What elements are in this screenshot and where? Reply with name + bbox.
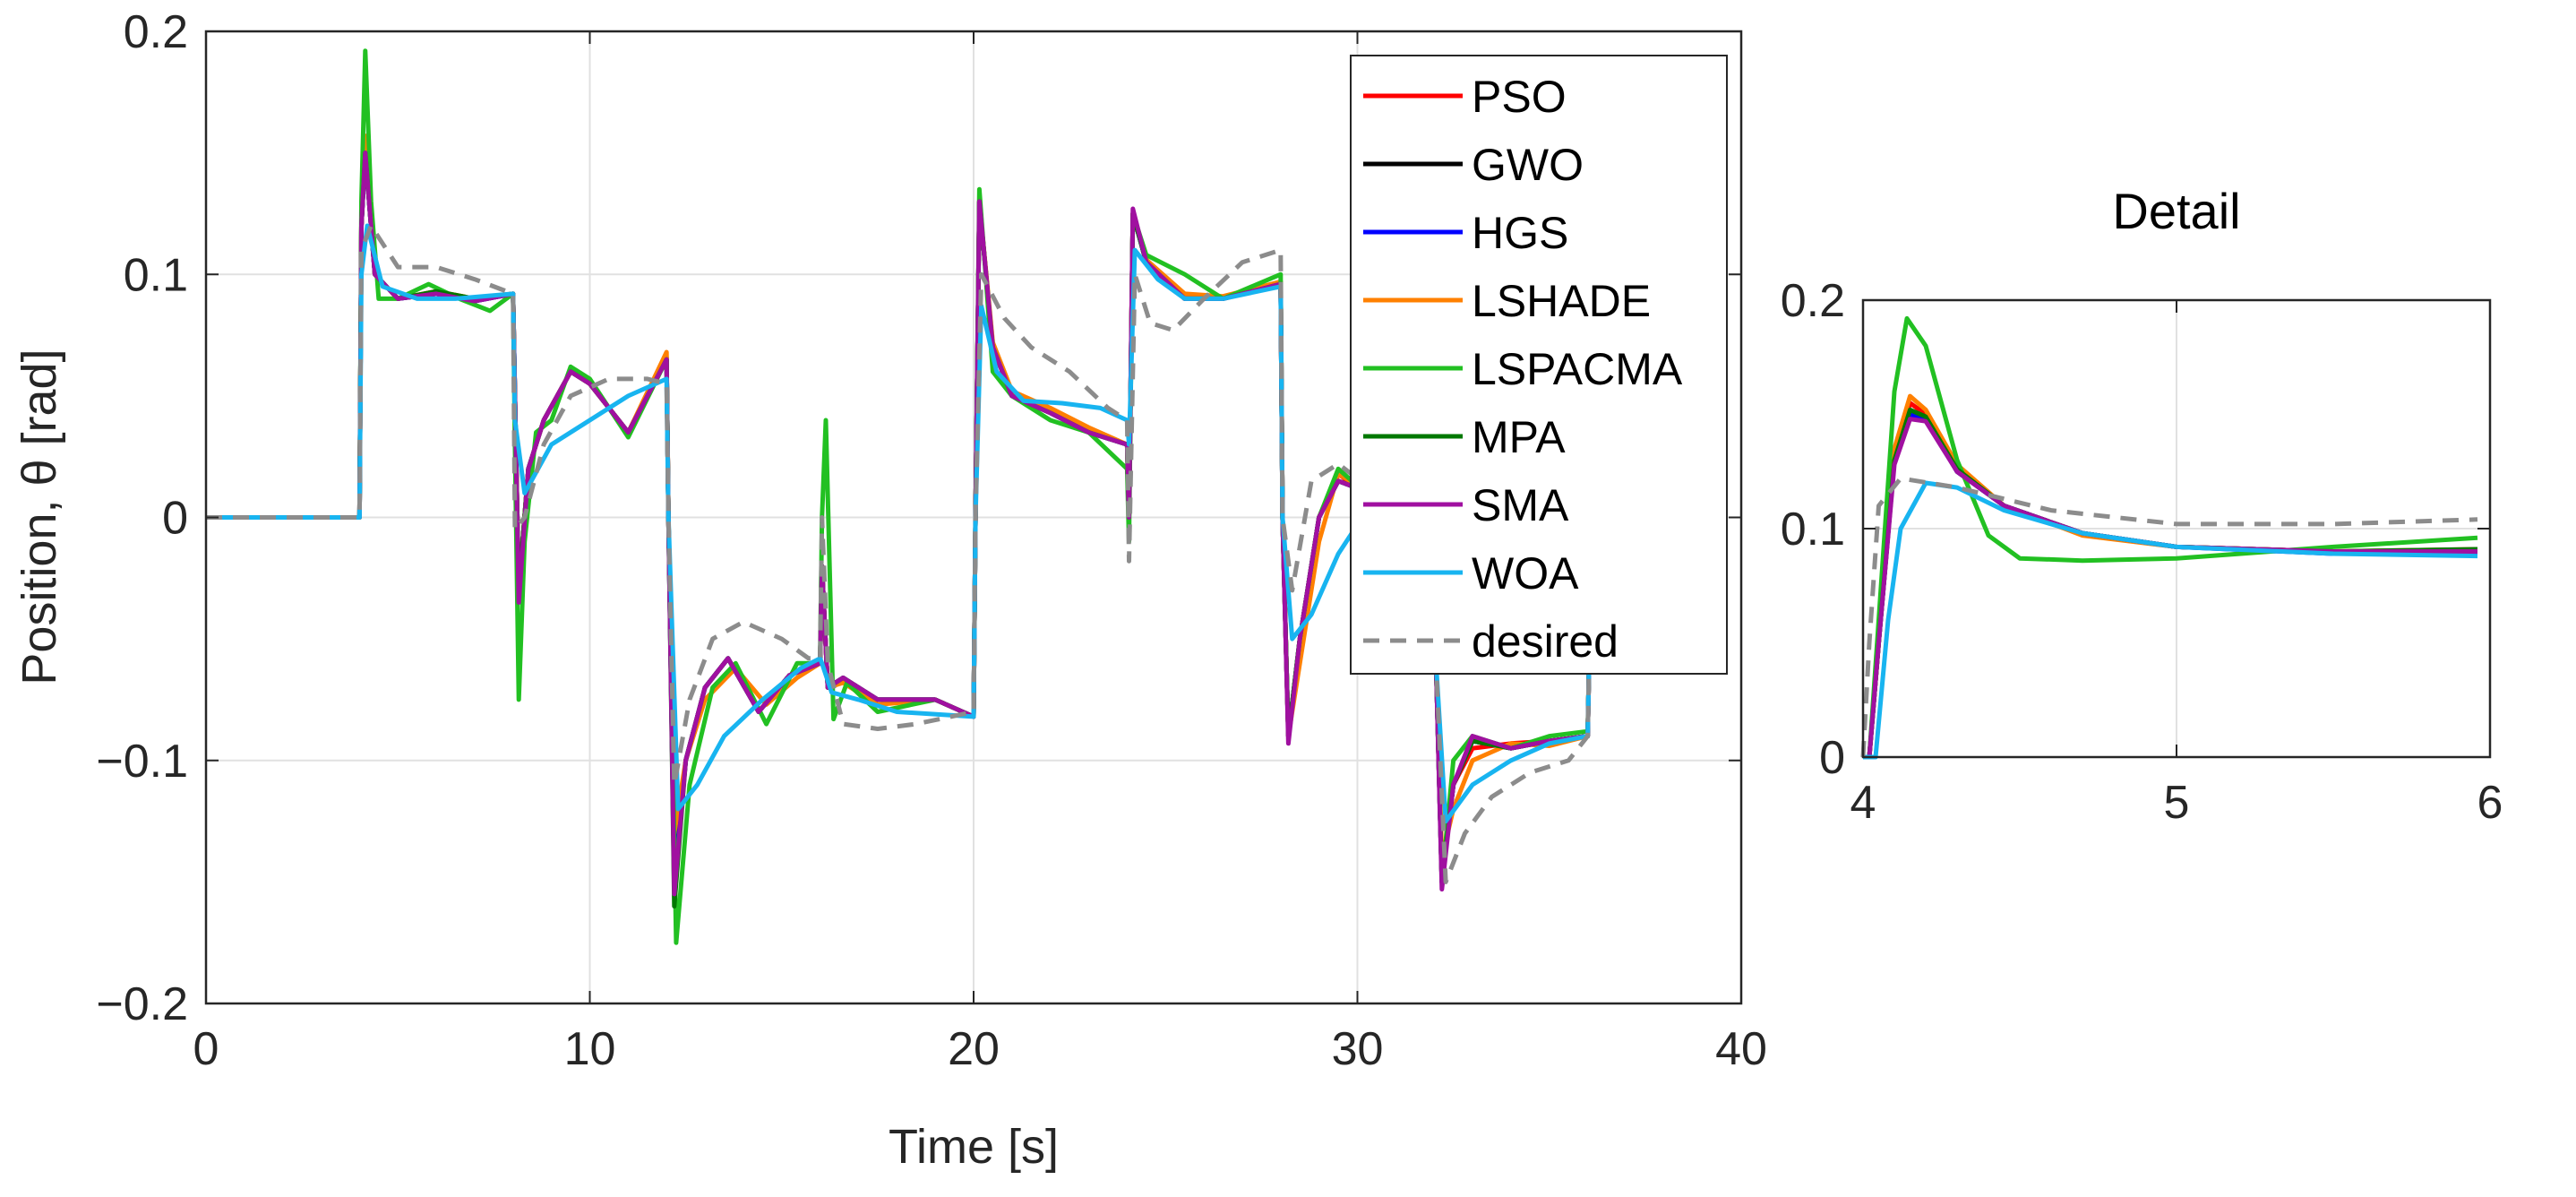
detail-series-woa [1863, 480, 2478, 760]
detail-series [1860, 315, 2478, 760]
main-x-tick-label: 40 [1715, 1023, 1767, 1075]
legend-label-lspacma: LSPACMA [1472, 344, 1683, 394]
main-x-tick-label: 0 [193, 1023, 219, 1075]
main-plot: 0 10 20 30 40 −0.2 −0.1 0 0.1 0.2 Time [s] Positi… [13, 6, 1767, 1174]
main-x-tick-label: 30 [1332, 1023, 1384, 1075]
legend-label-desired: desired [1472, 616, 1619, 667]
main-y-tick-label: 0.1 [124, 249, 188, 301]
main-y-tick-label: 0.2 [124, 6, 188, 58]
detail-x-tick-label: 6 [2477, 777, 2503, 829]
main-y-tick-label: −0.2 [96, 978, 188, 1030]
detail-grid [1863, 300, 2490, 757]
detail-y-tick-label: 0.2 [1781, 275, 1845, 327]
detail-y-tick-label: 0 [1819, 732, 1845, 784]
detail-plot: Detail 4 5 6 0 0.1 0.2 [1781, 183, 2503, 829]
main-y-axis-label: Position, θ [rad] [13, 349, 66, 685]
main-y-tick-label: −0.1 [96, 736, 188, 788]
legend-entry-sma: SMA [1363, 480, 1569, 530]
detail-ticks: 4 5 6 0 0.1 0.2 [1781, 275, 2503, 829]
legend-entry-woa: WOA [1363, 548, 1579, 598]
legend-entry-lspacma: LSPACMA [1363, 344, 1683, 394]
detail-x-tick-label: 5 [2164, 777, 2190, 829]
main-x-tick-label: 20 [948, 1023, 1000, 1075]
legend-label-mpa: MPA [1472, 412, 1566, 462]
legend: PSO GWO HGS LSHADE LSPACMA MPA SMA WOA desired [1350, 55, 1728, 675]
detail-y-tick-label: 0.1 [1781, 504, 1845, 555]
legend-label-lshade: LSHADE [1472, 276, 1651, 326]
legend-label-pso: PSO [1472, 72, 1567, 122]
legend-entry-desired: desired [1363, 616, 1619, 667]
legend-entry-lshade: LSHADE [1363, 276, 1651, 326]
detail-title: Detail [2112, 183, 2240, 239]
legend-label-gwo: GWO [1472, 140, 1584, 190]
main-x-axis-label: Time [s] [889, 1120, 1059, 1174]
legend-label-hgs: HGS [1472, 208, 1568, 258]
legend-entry-pso: PSO [1363, 72, 1567, 122]
legend-entry-mpa: MPA [1363, 412, 1566, 462]
legend-entry-hgs: HGS [1363, 208, 1568, 258]
legend-entry-gwo: GWO [1363, 140, 1584, 190]
legend-label-woa: WOA [1472, 548, 1579, 598]
main-y-tick-label: 0 [162, 493, 188, 545]
legend-label-sma: SMA [1472, 480, 1569, 530]
main-x-tick-label: 10 [564, 1023, 616, 1075]
detail-x-tick-label: 4 [1850, 777, 1876, 829]
main-ticks: 0 10 20 30 40 −0.2 −0.1 0 0.1 0.2 [96, 6, 1767, 1075]
